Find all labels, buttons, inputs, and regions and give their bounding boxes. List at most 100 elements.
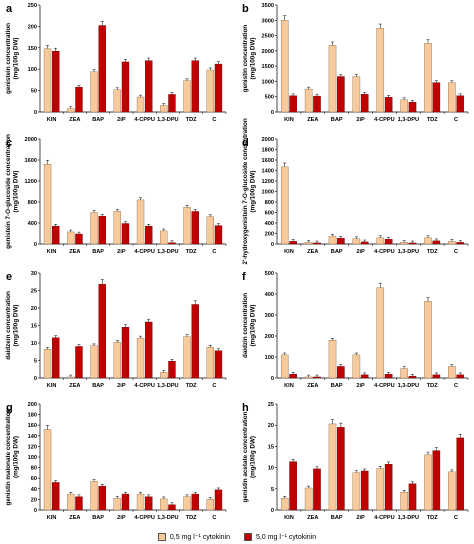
- y-axis-label-line: (mg/100g DW): [13, 38, 20, 80]
- y-tick-label: 0: [34, 242, 37, 248]
- x-tick-label: 4-CPPU: [134, 383, 155, 389]
- y-tick-label: 30: [31, 271, 37, 277]
- bar-high: [98, 25, 106, 113]
- y-axis-label-line: 2'-hydroxygenistein 7-O-glucoside concen…: [242, 118, 249, 265]
- panel-letter: b: [242, 3, 249, 15]
- x-tick-label: KIN: [284, 515, 294, 521]
- y-axis-label-line: genistin malonate concentration: [5, 408, 12, 505]
- x-tick-label: ZEA: [69, 383, 80, 389]
- y-tick-label: 1600: [25, 158, 37, 164]
- y-tick-label: 180: [28, 413, 37, 419]
- bar-high: [121, 327, 130, 379]
- bar-low: [183, 496, 191, 511]
- bar-high: [456, 437, 465, 511]
- legend-item-low: 0,5 mg l⁻¹ cytokinin: [157, 533, 230, 541]
- bar-low: [352, 76, 361, 113]
- bar-low: [424, 237, 432, 245]
- panel-letter: d: [242, 137, 249, 149]
- bar-low: [376, 468, 385, 511]
- bar-low: [448, 82, 456, 113]
- bar-high: [52, 225, 60, 245]
- x-tick-label: TDZ: [186, 383, 197, 389]
- x-tick-label: 4-CPPU: [134, 117, 155, 123]
- bar-high: [360, 470, 369, 511]
- bar-high: [75, 346, 83, 379]
- bar-high: [289, 374, 297, 379]
- bar-low: [304, 88, 313, 113]
- x-tick-label: 1,3-DPU: [398, 249, 419, 255]
- bar-high: [360, 241, 369, 245]
- bar-low: [183, 80, 191, 113]
- x-tick-label: 1,3-DPU: [398, 117, 419, 123]
- y-axis-label: daidzein concentration(mg/100g DW): [5, 291, 20, 360]
- y-tick-label: 150: [28, 46, 37, 52]
- x-tick-label: C: [212, 383, 216, 389]
- bar-low: [376, 237, 385, 245]
- x-tick-label: ZEA: [307, 249, 318, 255]
- bar-low: [136, 493, 145, 511]
- bar-low: [206, 216, 214, 245]
- x-tick-label: 2iP: [356, 249, 365, 255]
- y-tick-label: 2000: [25, 137, 37, 143]
- bar-high: [214, 350, 223, 379]
- x-tick-label: 2iP: [356, 515, 365, 521]
- y-tick-label: 80: [31, 466, 37, 472]
- x-tick-label: 2iP: [117, 117, 126, 123]
- y-tick-label: 0: [271, 110, 274, 116]
- y-axis-label: genistin acetate concentration(mg/100g D…: [242, 411, 257, 502]
- bar-low: [160, 498, 168, 511]
- bar-high: [121, 223, 130, 245]
- bar-low: [90, 345, 98, 379]
- x-tick-label: 4-CPPU: [134, 515, 155, 521]
- bar-low: [400, 242, 408, 245]
- y-axis-label-line: daidzin concentration: [242, 293, 249, 358]
- bar-low: [280, 20, 289, 113]
- y-tick-label: 50: [31, 89, 37, 95]
- x-tick-label: ZEA: [69, 249, 80, 255]
- y-tick-label: 20: [31, 306, 37, 312]
- y-axis-label: genistin malonate concentration(mg/100g …: [5, 408, 20, 505]
- bar-high: [408, 483, 417, 511]
- y-tick-label: 800: [28, 200, 37, 206]
- bar-low: [160, 105, 168, 113]
- bar-high: [384, 97, 393, 113]
- bar-low: [206, 499, 214, 511]
- bar-high: [408, 376, 417, 379]
- x-tick-label: ZEA: [69, 117, 80, 123]
- bar-low: [352, 238, 361, 245]
- bar-high: [214, 225, 223, 245]
- x-tick-label: 2iP: [117, 383, 126, 389]
- x-tick-label: 4-CPPU: [374, 383, 395, 389]
- bar-low: [280, 166, 289, 245]
- y-axis-label-line: (mg/100g DW): [13, 305, 20, 347]
- bar-low: [328, 235, 337, 245]
- y-axis-label-line: (mg/100g DW): [250, 436, 257, 478]
- bar-high: [384, 239, 393, 245]
- x-tick-label: C: [212, 249, 216, 255]
- x-tick-label: C: [454, 249, 458, 255]
- y-axis-label: genistin concentration(mg/100g DW): [242, 25, 257, 93]
- bar-low: [328, 340, 337, 379]
- bar-low: [424, 301, 432, 379]
- y-tick-label: 0: [271, 376, 274, 382]
- y-tick-label: 0: [271, 242, 274, 248]
- x-tick-label: TDZ: [186, 117, 197, 123]
- bar-high: [289, 241, 297, 245]
- x-tick-label: BAP: [92, 515, 104, 521]
- y-tick-label: 10: [31, 341, 37, 347]
- y-tick-label: 2500: [262, 34, 274, 40]
- y-axis-label-line: genistin acetate concentration: [242, 411, 249, 502]
- x-tick-label: KIN: [47, 515, 57, 521]
- bar-low: [43, 48, 52, 113]
- y-tick-label: 20: [268, 423, 274, 429]
- x-tick-label: BAP: [331, 117, 343, 123]
- y-tick-label: 20: [31, 497, 37, 503]
- y-tick-label: 120: [28, 444, 37, 450]
- y-tick-label: 160: [28, 423, 37, 429]
- y-tick-label: 300: [265, 313, 274, 319]
- bar-high: [52, 482, 60, 511]
- bar-low: [376, 28, 385, 113]
- bar-low: [67, 108, 75, 113]
- bar-low: [67, 376, 75, 379]
